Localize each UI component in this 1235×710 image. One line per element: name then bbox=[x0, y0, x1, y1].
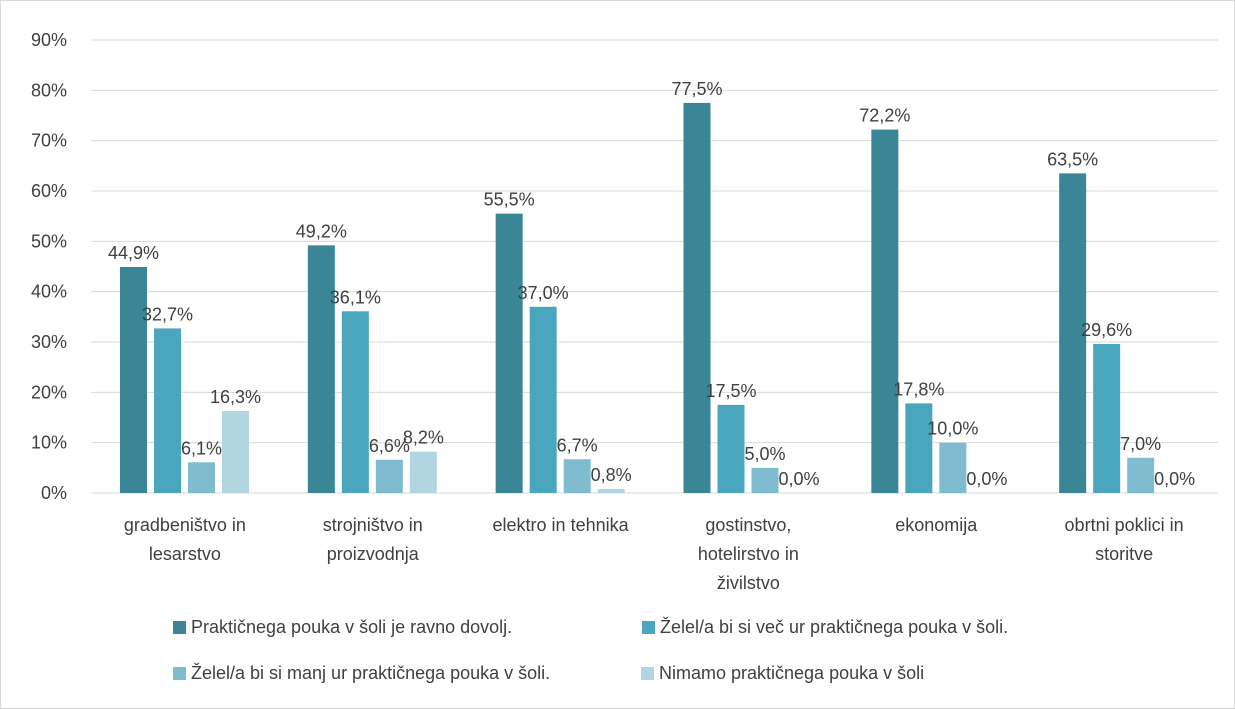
category-label: elektro in tehnika bbox=[493, 515, 630, 535]
bar bbox=[1059, 173, 1087, 493]
category-label: ekonomija bbox=[895, 515, 978, 535]
bar bbox=[717, 404, 745, 493]
y-tick-label: 40% bbox=[31, 282, 67, 302]
data-label: 55,5% bbox=[484, 190, 535, 210]
legend: Praktičnega pouka v šoli je ravno dovolj… bbox=[173, 617, 1008, 683]
data-label: 32,7% bbox=[142, 304, 193, 324]
y-tick-label: 70% bbox=[31, 131, 67, 151]
data-label: 6,7% bbox=[557, 435, 598, 455]
bar bbox=[222, 410, 249, 493]
bar bbox=[409, 451, 437, 493]
data-label: 63,5% bbox=[1047, 149, 1098, 169]
y-tick-label: 10% bbox=[31, 433, 67, 453]
y-tick-label: 50% bbox=[31, 231, 67, 251]
legend-swatch bbox=[173, 667, 186, 680]
legend-swatch bbox=[641, 667, 654, 680]
legend-swatch bbox=[642, 621, 655, 634]
category-label: gostinstvo, bbox=[705, 515, 791, 535]
legend-swatch bbox=[173, 621, 186, 634]
data-label: 0,0% bbox=[966, 469, 1007, 489]
data-label: 0,8% bbox=[591, 465, 632, 485]
bar bbox=[188, 462, 215, 493]
bar bbox=[871, 129, 899, 494]
data-label: 72,2% bbox=[859, 106, 910, 126]
data-label: 37,0% bbox=[518, 283, 569, 303]
y-tick-label: 90% bbox=[31, 30, 67, 50]
y-tick-label: 30% bbox=[31, 332, 67, 352]
category-label: gradbeništvo in bbox=[124, 515, 246, 535]
category-label: storitve bbox=[1095, 544, 1153, 564]
y-tick-label: 60% bbox=[31, 181, 67, 201]
y-tick-label: 20% bbox=[31, 382, 67, 402]
data-label: 49,2% bbox=[296, 221, 347, 241]
bar bbox=[939, 442, 967, 493]
y-axis-ticks: 0% 10% 20% 30% 40% 50% 60% 70% 80% 90% bbox=[31, 30, 67, 503]
bar bbox=[341, 311, 369, 493]
bar bbox=[563, 459, 591, 493]
bar bbox=[307, 245, 335, 493]
bar bbox=[529, 306, 557, 493]
bar bbox=[120, 267, 147, 493]
data-label: 7,0% bbox=[1120, 434, 1161, 454]
bar bbox=[751, 467, 779, 493]
bar bbox=[1093, 344, 1121, 493]
data-label: 16,3% bbox=[210, 387, 261, 407]
category-label: živilstvo bbox=[717, 573, 780, 593]
data-label: 5,0% bbox=[744, 444, 785, 464]
x-axis-categories: gradbeništvo in lesarstvo strojništvo in pr… bbox=[124, 515, 1184, 593]
data-label: 10,0% bbox=[927, 419, 978, 439]
data-label: 29,6% bbox=[1081, 320, 1132, 340]
bar bbox=[375, 459, 403, 493]
gridlines bbox=[91, 39, 1218, 494]
data-label: 0,0% bbox=[778, 469, 819, 489]
data-label: 77,5% bbox=[671, 79, 722, 99]
data-label: 17,8% bbox=[893, 379, 944, 399]
data-label: 0,0% bbox=[1154, 469, 1195, 489]
data-label: 6,1% bbox=[181, 438, 222, 458]
legend-label: Želel/a bi si manj ur praktičnega pouka … bbox=[191, 663, 550, 683]
bar bbox=[154, 328, 181, 493]
bar bbox=[597, 488, 625, 493]
category-label: obrtni poklici in bbox=[1065, 515, 1184, 535]
legend-label: Praktičnega pouka v šoli je ravno dovolj… bbox=[191, 617, 512, 637]
data-label: 6,6% bbox=[369, 436, 410, 456]
data-label: 36,1% bbox=[330, 287, 381, 307]
y-tick-label: 0% bbox=[41, 483, 67, 503]
y-tick-label: 80% bbox=[31, 80, 67, 100]
bar bbox=[905, 403, 933, 493]
legend-label: Želel/a bi si več ur praktičnega pouka v… bbox=[660, 617, 1008, 637]
data-label: 8,2% bbox=[403, 428, 444, 448]
data-label: 17,5% bbox=[705, 381, 756, 401]
bar bbox=[1127, 457, 1155, 493]
category-label: lesarstvo bbox=[149, 544, 221, 564]
bars bbox=[120, 102, 1155, 494]
data-labels: 44,9% 49,2% 55,5% 77,5% 72,2% 63,5% 32,7% 36,1%… bbox=[108, 79, 1195, 489]
legend-label: Nimamo praktičnega pouka v šoli bbox=[659, 663, 924, 683]
data-label: 44,9% bbox=[108, 243, 159, 263]
category-label: strojništvo in bbox=[323, 515, 423, 535]
category-label: proizvodnja bbox=[327, 544, 420, 564]
bar bbox=[495, 213, 523, 493]
category-label: hotelirstvo in bbox=[698, 544, 799, 564]
bar bbox=[683, 102, 711, 494]
